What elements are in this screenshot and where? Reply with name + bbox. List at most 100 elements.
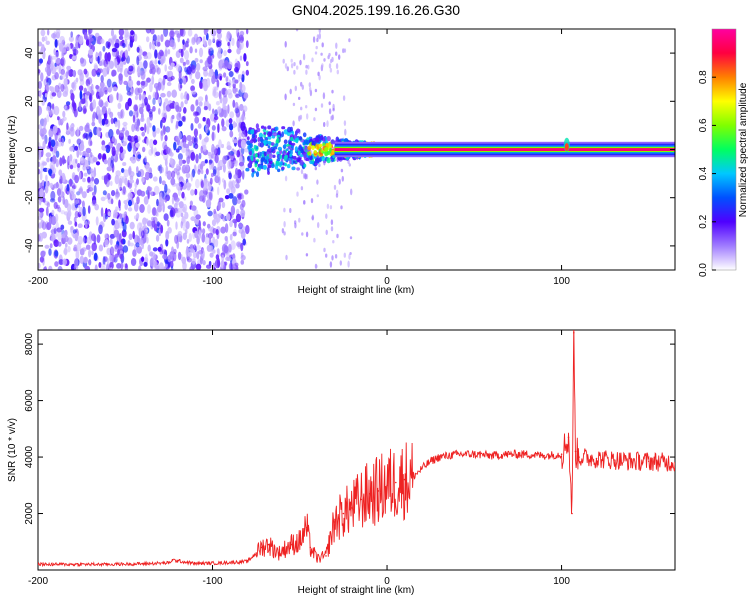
heatmap-cell — [166, 70, 170, 79]
heatmap-cell — [138, 93, 142, 101]
colorbar: 0.0 0.2 0.4 0.6 0.8 Normalized spectral ampl… — [698, 28, 749, 277]
heatmap-cell — [122, 212, 126, 223]
heatmap-cell — [186, 66, 192, 75]
heatmap-cell — [182, 39, 185, 45]
heatmap-cell — [67, 220, 73, 225]
heatmap-cell — [303, 163, 307, 168]
heatmap-cell — [50, 61, 54, 69]
heatmap-cell — [210, 29, 217, 37]
heatmap-cell — [240, 121, 246, 132]
heatmap-cell — [318, 29, 321, 34]
heatmap-cell — [45, 180, 49, 189]
heatmap-cell — [171, 196, 175, 205]
heatmap-cell — [122, 42, 126, 48]
heatmap-cell — [222, 108, 229, 118]
heatmap-cell — [202, 260, 206, 266]
heatmap-line-band — [334, 148, 675, 151]
heatmap-cell — [328, 101, 331, 106]
heatmap-cell — [167, 127, 170, 133]
heatmap-cell — [318, 157, 323, 162]
heatmap-cell — [226, 257, 232, 262]
heatmap-cell — [146, 236, 149, 244]
heatmap-cell — [190, 189, 195, 196]
heatmap-cell — [46, 114, 50, 123]
heatmap-cell — [217, 170, 220, 178]
heatmap-cell — [45, 76, 49, 83]
heatmap-cell — [328, 63, 332, 69]
heatmap-cell — [240, 139, 246, 149]
heatmap-cell — [267, 164, 272, 169]
heatmap-cell — [289, 88, 292, 95]
heatmap-cell — [222, 163, 226, 173]
heatmap-cell — [283, 231, 286, 236]
heatmap-cell — [229, 233, 233, 241]
heatmap-cell — [175, 163, 180, 170]
heatmap-cell — [227, 48, 232, 54]
heatmap-cell — [54, 38, 58, 48]
heatmap-cell — [311, 145, 315, 151]
heatmap-cell — [228, 193, 234, 199]
heatmap-cell — [59, 35, 65, 44]
heatmap-cell — [65, 101, 71, 106]
heatmap-cell — [292, 160, 296, 164]
heatmap-cell — [90, 90, 95, 96]
heatmap-cell — [176, 182, 182, 191]
colorbar-ticks: 0.0 0.2 0.4 0.6 0.8 — [698, 70, 716, 277]
heatmap-cell — [132, 230, 135, 240]
heatmap-cell — [113, 209, 118, 219]
heatmap-cell — [177, 153, 183, 161]
heatmap-cell — [131, 123, 135, 133]
heatmap-cell — [241, 113, 245, 121]
heatmap-cell — [226, 141, 231, 149]
heatmap-cell — [192, 250, 197, 259]
heatmap-cell — [208, 159, 213, 164]
snr-data-point — [438, 456, 441, 458]
snr-frame — [37, 329, 676, 571]
heatmap-cell — [230, 205, 236, 216]
heatmap-cell — [79, 255, 85, 264]
heatmap-cell — [129, 179, 135, 184]
heatmap-cell — [215, 213, 221, 223]
heatmap-cell — [90, 140, 93, 146]
heatmap-cell — [59, 157, 63, 167]
heatmap-cell — [306, 113, 309, 120]
heatmap-cell — [119, 213, 123, 220]
heatmap-cell — [60, 224, 65, 230]
heatmap-cell — [257, 137, 261, 142]
heatmap-cell — [248, 159, 252, 165]
heatmap-cell — [193, 244, 197, 251]
heatmap-cell — [120, 109, 123, 119]
heatmap-cell — [71, 82, 75, 89]
y-tick-label: 6000 — [24, 389, 35, 412]
heatmap-cell — [67, 245, 71, 253]
heatmap-cell — [109, 237, 113, 246]
heatmap-cell — [198, 96, 204, 102]
heatmap-cell — [167, 254, 172, 263]
heatmap-cell — [323, 58, 326, 62]
heatmap-cell — [309, 160, 314, 165]
heatmap-cell — [147, 108, 154, 114]
heatmap-cell — [160, 266, 165, 270]
heatmap-cell — [260, 125, 265, 129]
heatmap-cell — [164, 171, 168, 177]
heatmap-cell — [110, 29, 115, 37]
heatmap-cell — [250, 129, 255, 135]
heatmap-cell — [225, 34, 230, 42]
heatmap-cell — [139, 239, 144, 246]
heatmap-cell — [318, 163, 321, 168]
heatmap-cell — [41, 99, 45, 106]
heatmap-cell — [117, 119, 121, 130]
snr-data-point — [403, 478, 406, 481]
heatmap-cell — [128, 233, 133, 241]
heatmap-cell — [54, 213, 59, 223]
heatmap-cell — [330, 219, 334, 226]
heatmap-cell — [89, 37, 94, 42]
heatmap-cell — [100, 38, 105, 44]
x-tick-label: 100 — [553, 276, 570, 287]
heatmap-cell — [160, 119, 163, 129]
heatmap-cell — [156, 205, 162, 213]
heatmap-cell — [298, 217, 301, 223]
heatmap-cell — [152, 216, 158, 225]
heatmap-cell — [189, 200, 193, 207]
heatmap-cell — [216, 29, 222, 34]
